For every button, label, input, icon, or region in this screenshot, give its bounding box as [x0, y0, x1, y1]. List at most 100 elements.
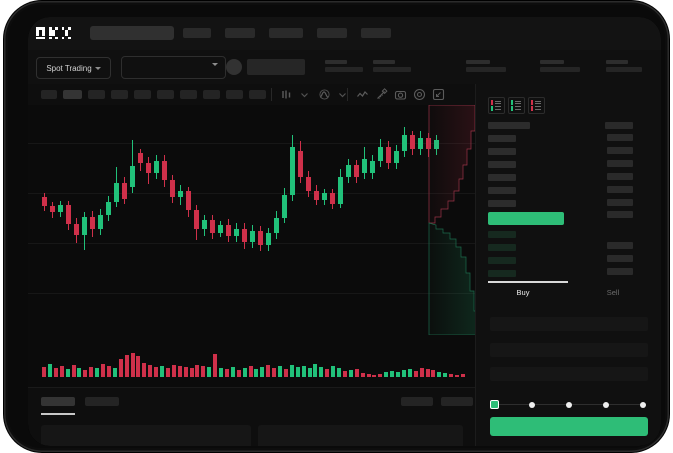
orderbook-ask-row[interactable] — [488, 174, 516, 181]
volume-bar-20 — [154, 367, 159, 377]
tab-open-orders[interactable] — [41, 397, 75, 406]
candle-body — [106, 202, 112, 215]
timeframe-button-2[interactable] — [63, 90, 82, 99]
orderbook-ask-row[interactable] — [488, 148, 516, 155]
timeframe-button-4[interactable] — [111, 90, 128, 99]
slider-step-25[interactable] — [529, 401, 535, 408]
orderbook-ask-row[interactable] — [488, 187, 516, 194]
line-chart-icon[interactable] — [356, 88, 369, 101]
spot-trading-dropdown[interactable]: Spot Trading — [36, 57, 111, 79]
tab-sell[interactable]: Sell — [606, 288, 620, 297]
slider-step-50[interactable] — [566, 401, 572, 408]
candle-body — [250, 231, 256, 242]
candlestick-chart[interactable] — [28, 105, 475, 335]
chevron-down-icon[interactable] — [336, 88, 349, 101]
stat-block-2 — [373, 60, 411, 72]
indicators-icon[interactable] — [318, 88, 331, 101]
candle-body — [58, 205, 64, 212]
timeframe-button-7[interactable] — [180, 90, 197, 99]
volume-bar-7 — [77, 368, 82, 377]
tab-order-history[interactable] — [85, 397, 119, 406]
volume-bar-19 — [148, 365, 153, 377]
candle-body — [234, 229, 240, 236]
timeframe-button-9[interactable] — [226, 90, 243, 99]
stat-label — [373, 60, 395, 64]
orderbook-bid-row[interactable] — [488, 244, 516, 251]
header-nav-item-1[interactable] — [183, 28, 211, 38]
logo-pixel — [55, 36, 58, 40]
fullscreen-icon[interactable] — [432, 88, 445, 101]
logo-pixel — [42, 27, 46, 30]
header-nav-item-4[interactable] — [317, 28, 347, 38]
slider-step-75[interactable] — [603, 401, 609, 408]
header-search-field[interactable] — [90, 26, 174, 40]
header-nav-item-2[interactable] — [225, 28, 255, 38]
slider-step-100[interactable] — [640, 401, 646, 408]
volume-bar-11 — [101, 364, 105, 377]
stat-block-4 — [540, 60, 580, 72]
volume-bar-51 — [337, 368, 341, 377]
candle-body — [330, 193, 336, 204]
orderbook-bid-row[interactable] — [488, 231, 516, 238]
orderbook-ask-amount — [607, 211, 633, 218]
candle-body — [266, 233, 272, 245]
orderbook-ask-row[interactable] — [488, 161, 516, 168]
candle-body — [114, 183, 120, 202]
candle-body — [170, 180, 176, 197]
orderbook-mode-asks-icon[interactable] — [528, 97, 545, 114]
tab-buy[interactable]: Buy — [516, 288, 530, 297]
volume-histogram — [28, 335, 475, 387]
candlestick-type-icon[interactable] — [280, 88, 293, 101]
bottom-action-1[interactable] — [401, 397, 433, 406]
amount-field[interactable] — [490, 367, 648, 381]
volume-bar-14 — [118, 359, 123, 377]
volume-bar-2 — [47, 364, 52, 377]
orderbook-mode-bids-icon[interactable] — [508, 97, 525, 114]
timeframe-button-8[interactable] — [203, 90, 220, 99]
timeframe-button-3[interactable] — [88, 90, 105, 99]
orderbook-ask-row[interactable] — [488, 200, 516, 207]
volume-bar-60 — [390, 371, 395, 377]
amount-percent-slider[interactable] — [490, 400, 648, 409]
drawing-tools-icon[interactable] — [375, 88, 388, 101]
chevron-down-icon[interactable] — [298, 88, 311, 101]
stat-label — [466, 60, 490, 64]
volume-bar-64 — [413, 371, 418, 377]
bottom-action-2[interactable] — [441, 397, 473, 406]
orderbook-ask-amount — [607, 199, 633, 206]
logo-pixel — [52, 30, 55, 33]
candle-body — [122, 183, 128, 199]
candle-body — [370, 161, 376, 173]
toolbar-divider — [347, 88, 348, 101]
buy-tab-underline — [488, 281, 568, 283]
trading-pair-select[interactable] — [121, 56, 226, 79]
gridline-3 — [28, 243, 475, 244]
chart-settings-gear-icon[interactable] — [413, 88, 426, 101]
header-nav-item-5[interactable] — [361, 28, 391, 38]
buy-submit-button[interactable] — [490, 417, 648, 436]
snapshot-camera-icon[interactable] — [394, 88, 407, 101]
timeframe-button-6[interactable] — [157, 90, 174, 99]
logo-pixel — [36, 30, 39, 33]
orderbook-last-price-row[interactable] — [488, 212, 564, 225]
toolbar-divider — [271, 88, 272, 101]
timeframe-button-5[interactable] — [134, 90, 151, 99]
logo-pixel — [42, 33, 46, 37]
timeframe-button-1[interactable] — [41, 90, 57, 99]
okx-trading-screen: Spot Trading — [28, 17, 661, 446]
orderbook-mode-both-icon[interactable] — [488, 97, 505, 114]
volume-bar-36 — [248, 366, 253, 377]
price-field[interactable] — [490, 343, 648, 357]
orderbook-ask-row[interactable] — [488, 135, 516, 142]
timeframe-button-10[interactable] — [249, 90, 266, 99]
orderbook-ask-amount — [607, 160, 633, 167]
candle-body — [90, 217, 96, 229]
slider-knob[interactable] — [490, 400, 499, 409]
orderbook-bid-amount — [607, 242, 633, 249]
orderbook-bid-row[interactable] — [488, 257, 516, 264]
okx-pixel-logo[interactable] — [36, 27, 80, 40]
order-type-field[interactable] — [490, 317, 648, 331]
volume-bar-68 — [437, 372, 442, 377]
orderbook-bid-row[interactable] — [488, 270, 516, 277]
header-nav-item-3[interactable] — [269, 28, 303, 38]
